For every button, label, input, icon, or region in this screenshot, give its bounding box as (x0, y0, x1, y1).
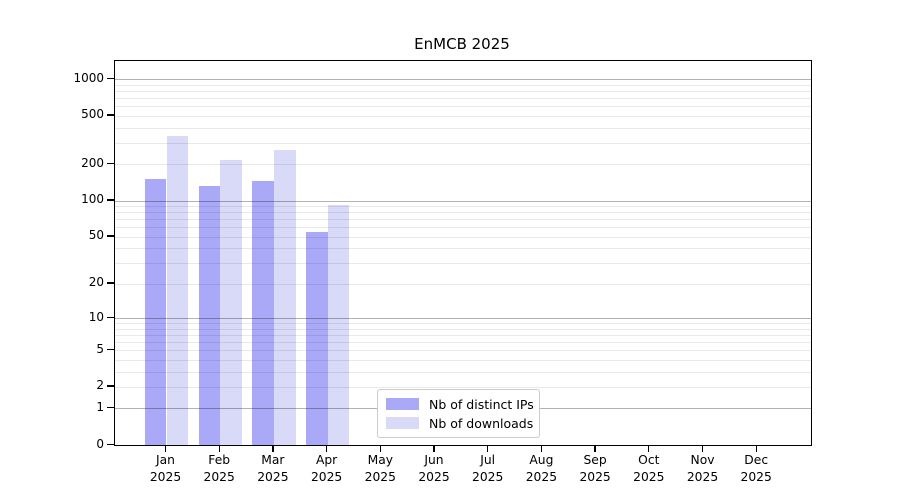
x-tick-mark (755, 445, 757, 452)
bar-distinct-ips-mar (252, 180, 274, 445)
x-tick-mark (433, 445, 435, 452)
bar-downloads-mar (273, 150, 296, 445)
legend-label-downloads: Nb of downloads (429, 415, 534, 431)
y-tick-label: 200 (81, 155, 104, 170)
x-tick-label-nov: Nov 2025 (686, 453, 719, 484)
x-tick-mark (325, 445, 328, 452)
distinct-ips-swatch (386, 398, 419, 410)
legend-item-distinct-ips: Nb of distinct IPs (386, 396, 534, 412)
chart-title: EnMCB 2025 (414, 35, 510, 53)
bar-downloads-apr (327, 205, 350, 445)
bar-distinct-ips-apr (305, 231, 328, 445)
x-tick-label-apr: Apr 2025 (310, 453, 343, 484)
y-tick-label: 50 (88, 228, 104, 243)
x-tick-mark (379, 445, 381, 452)
y-tick-label: 100 (81, 192, 104, 207)
legend-item-downloads: Nb of downloads (386, 415, 534, 431)
y-tick-mark (107, 348, 114, 351)
y-tick-mark (107, 162, 114, 165)
x-tick-label-feb: Feb 2025 (203, 453, 235, 484)
y-tick-label: 500 (81, 107, 104, 122)
x-tick-label-jul: Jul 2025 (472, 453, 504, 484)
y-tick-mark (107, 443, 114, 445)
x-tick-mark (164, 445, 167, 452)
y-tick-mark (107, 235, 114, 237)
y-tick-label: 2 (96, 378, 104, 393)
bar-distinct-ips-feb (198, 185, 221, 445)
x-tick-mark (648, 445, 650, 452)
y-tick-mark (107, 114, 114, 116)
y-tick-mark (107, 199, 114, 201)
bar-distinct-ips-jan (144, 179, 167, 445)
y-tick-label: 1 (96, 399, 104, 414)
y-tick-label: 5 (96, 341, 104, 356)
x-tick-mark (701, 445, 704, 452)
y-tick-mark (107, 77, 114, 80)
x-tick-label-may: May 2025 (364, 453, 396, 484)
x-tick-label-mar: Mar 2025 (257, 453, 289, 484)
x-tick-label-dec: Dec 2025 (740, 453, 772, 484)
y-tick-mark (107, 385, 114, 387)
x-tick-label-jun: Jun 2025 (418, 453, 450, 484)
x-tick-label-sep: Sep 2025 (579, 453, 611, 484)
y-tick-label: 1000 (73, 70, 104, 85)
x-tick-mark (487, 445, 489, 452)
x-tick-label-aug: Aug 2025 (525, 453, 558, 484)
x-tick-label-oct: Oct 2025 (633, 453, 665, 484)
x-tick-mark (540, 445, 543, 452)
y-tick-mark (107, 406, 114, 409)
x-tick-mark (594, 445, 596, 452)
y-tick-mark (107, 282, 114, 284)
x-tick-mark (272, 445, 274, 452)
bars-layer (115, 61, 811, 445)
y-tick-label: 0 (96, 436, 104, 451)
y-tick-label: 10 (88, 309, 104, 324)
bar-downloads-jan (166, 136, 189, 445)
legend-label-distinct-ips: Nb of distinct IPs (429, 396, 534, 412)
y-tick-mark (107, 316, 114, 318)
bar-downloads-feb (220, 160, 242, 445)
x-tick-label-jan: Jan 2025 (149, 453, 182, 484)
x-tick-mark (218, 445, 220, 452)
legend: Nb of distinct IPs Nb of downloads (377, 389, 540, 438)
downloads-swatch (386, 417, 419, 429)
y-tick-label: 20 (88, 275, 104, 290)
